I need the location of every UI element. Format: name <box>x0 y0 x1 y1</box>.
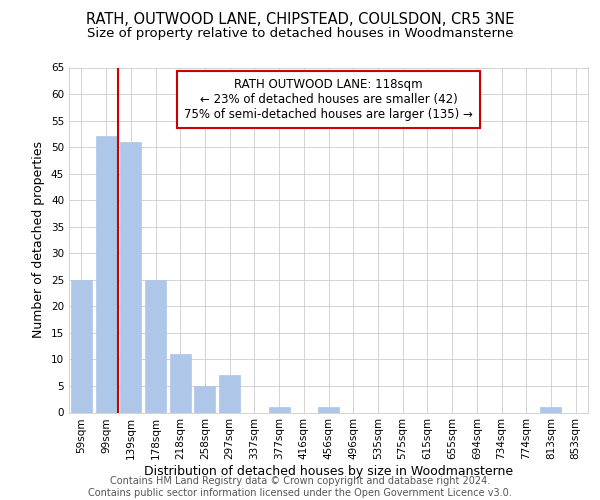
Bar <box>120 142 141 412</box>
Bar <box>95 136 116 412</box>
Bar <box>145 280 166 412</box>
Bar <box>170 354 191 412</box>
Bar <box>541 407 562 412</box>
Bar <box>71 280 92 412</box>
Bar <box>269 407 290 412</box>
Text: Size of property relative to detached houses in Woodmansterne: Size of property relative to detached ho… <box>87 28 513 40</box>
Y-axis label: Number of detached properties: Number of detached properties <box>32 142 46 338</box>
Bar <box>318 407 339 412</box>
Text: RATH OUTWOOD LANE: 118sqm
← 23% of detached houses are smaller (42)
75% of semi-: RATH OUTWOOD LANE: 118sqm ← 23% of detac… <box>184 78 473 121</box>
Bar <box>219 376 240 412</box>
Text: RATH, OUTWOOD LANE, CHIPSTEAD, COULSDON, CR5 3NE: RATH, OUTWOOD LANE, CHIPSTEAD, COULSDON,… <box>86 12 514 28</box>
Text: Contains HM Land Registry data © Crown copyright and database right 2024.
Contai: Contains HM Land Registry data © Crown c… <box>88 476 512 498</box>
Bar <box>194 386 215 412</box>
X-axis label: Distribution of detached houses by size in Woodmansterne: Distribution of detached houses by size … <box>144 465 513 478</box>
